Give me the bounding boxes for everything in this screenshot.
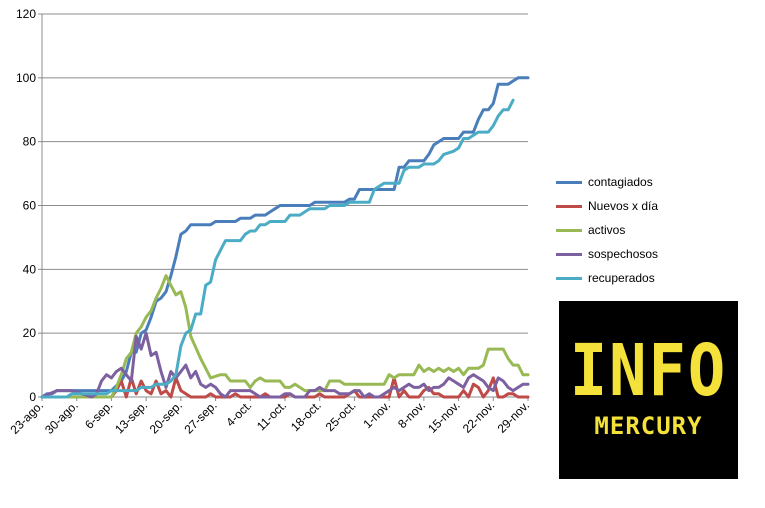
logo-text-mercury: MERCURY	[594, 412, 703, 440]
info-mercury-logo: INFO MERCURY	[559, 301, 738, 479]
y-axis-ticks: 0 20 40 60 80 100 120	[16, 7, 42, 404]
x-tick-label: 1-nov.	[360, 398, 393, 431]
x-tick-label: 18-oct.	[288, 398, 324, 434]
logo-text-info: INFO	[569, 328, 728, 413]
x-tick-label: 15-nov.	[425, 398, 463, 436]
series-line-recuperados	[40, 98, 515, 399]
x-axis-ticks: 23-ago.30-ago. 6-sep.13-sep.20-sep.27-sep…	[7, 397, 532, 437]
legend-item-contagiados: contagiados	[556, 170, 706, 194]
legend-label: Nuevos x día	[588, 199, 659, 213]
legend-label: sospechosos	[588, 247, 659, 261]
x-tick-label: 23-ago.	[7, 398, 46, 437]
legend-label: activos	[588, 223, 626, 237]
x-tick-label: 27-sep.	[181, 398, 219, 436]
series-lines	[40, 76, 530, 399]
legend-item-recuperados: recuperados	[556, 266, 706, 290]
legend-swatch	[556, 204, 582, 208]
x-tick-label: 4-oct.	[223, 398, 254, 429]
y-tick-label: 60	[23, 199, 37, 213]
x-tick-label: 11-oct.	[254, 398, 289, 433]
x-tick-label: 30-ago.	[42, 398, 81, 437]
series-line-sospechosos	[40, 331, 530, 399]
series-line-contagiados	[40, 76, 530, 399]
x-tick-label: 13-sep.	[112, 398, 150, 436]
y-tick-label: 120	[16, 7, 36, 21]
grid-lines	[42, 13, 528, 334]
legend-swatch	[556, 252, 582, 256]
x-tick-label: 8-nov.	[395, 398, 428, 431]
legend-item-nuevos: Nuevos x día	[556, 194, 706, 218]
legend-item-sospechosos: sospechosos	[556, 242, 706, 266]
x-tick-label: 6-sep.	[82, 398, 115, 431]
legend-label: recuperados	[588, 271, 655, 285]
x-tick-label: 20-sep.	[147, 398, 185, 436]
x-tick-label: 22-nov.	[460, 398, 498, 436]
y-tick-label: 40	[23, 262, 37, 276]
x-tick-label: 29-nov.	[495, 398, 533, 436]
y-tick-label: 0	[29, 390, 36, 404]
y-tick-label: 20	[23, 326, 37, 340]
legend-label: contagiados	[588, 175, 653, 189]
y-tick-label: 80	[23, 135, 37, 149]
series-line-activos	[40, 274, 530, 399]
x-tick-label: 25-oct.	[323, 398, 359, 434]
legend: contagiados Nuevos x día activos sospech…	[556, 170, 706, 290]
legend-item-activos: activos	[556, 218, 706, 242]
legend-swatch	[556, 180, 582, 184]
legend-swatch	[556, 228, 582, 232]
legend-swatch	[556, 276, 582, 280]
y-tick-label: 100	[16, 71, 36, 85]
